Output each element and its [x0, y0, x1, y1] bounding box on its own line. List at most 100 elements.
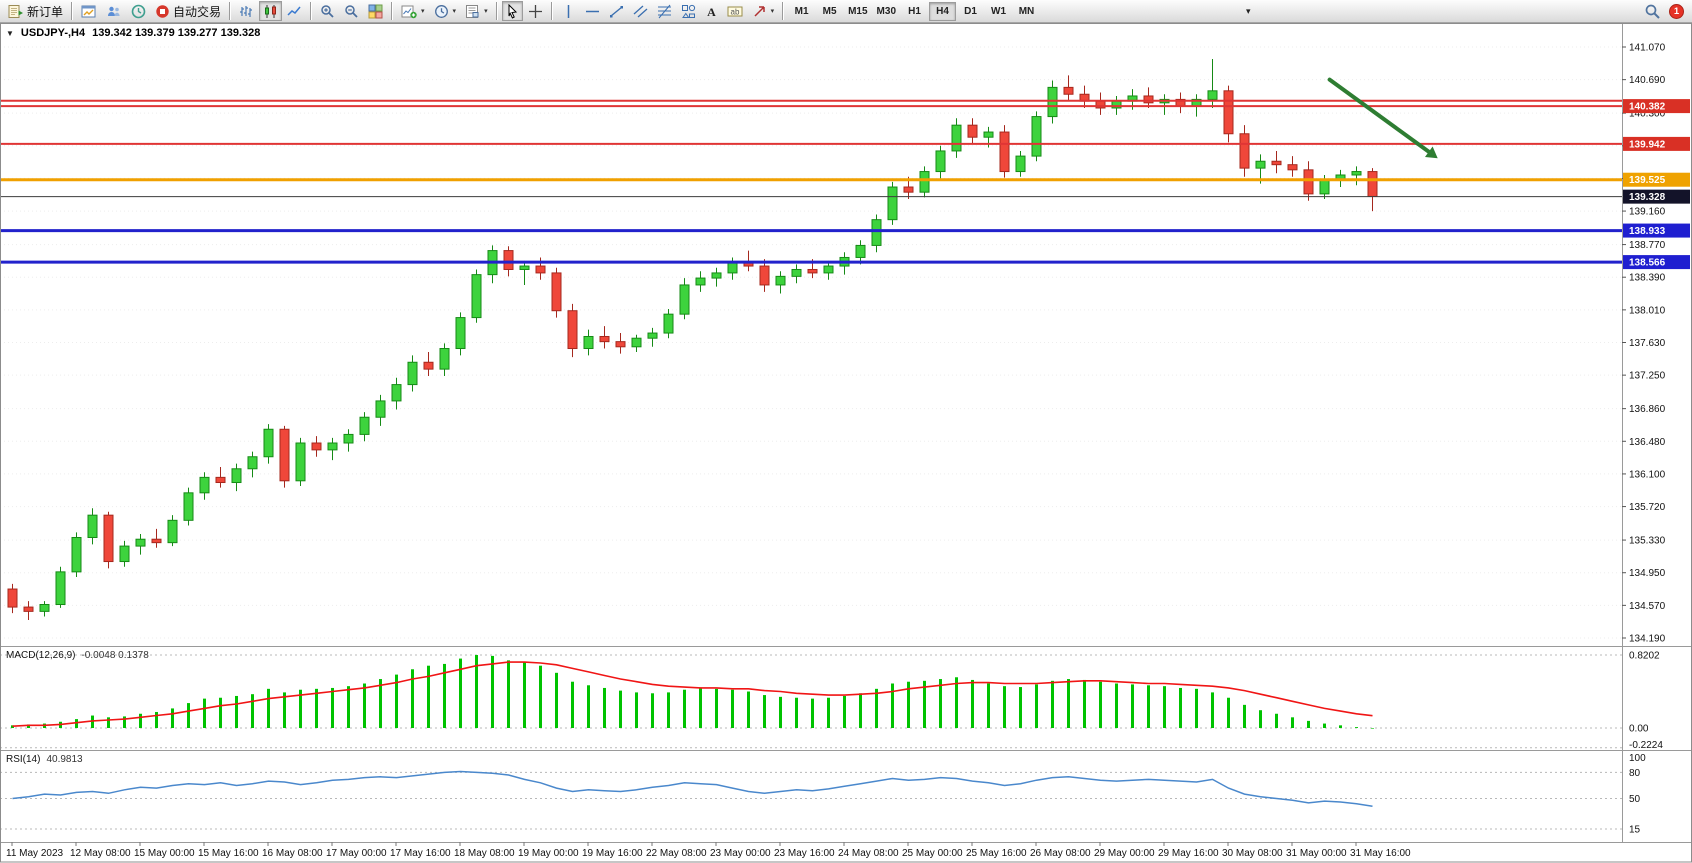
timeframe-W1[interactable]: W1: [985, 2, 1012, 21]
candle-body: [7, 588, 18, 608]
text-label-tool-button[interactable]: ab: [723, 1, 747, 21]
indicators-button[interactable]: ▾: [397, 1, 429, 21]
zoom-in-button[interactable]: [316, 1, 339, 21]
symbol-info: ▼ USDJPY-,H4 139.342 139.379 139.277 139…: [6, 27, 260, 39]
market-watch-button[interactable]: [127, 1, 150, 21]
candle-body: [1063, 86, 1074, 95]
candle-body: [1255, 160, 1266, 169]
candle-body: [1239, 133, 1250, 169]
candle-body: [295, 442, 306, 482]
templates-icon: [466, 4, 479, 18]
candle-body: [263, 428, 274, 458]
profiles-button[interactable]: [102, 1, 126, 21]
cursor-tool-button[interactable]: [501, 1, 523, 21]
macd-histogram-bar: [1195, 688, 1198, 728]
candle-body: [1319, 179, 1330, 195]
macd-panel-label: MACD(12,26,9) -0.0048 0.1378: [6, 650, 149, 661]
candlestick-type-button[interactable]: [259, 1, 283, 21]
timeframe-H1[interactable]: H1: [901, 2, 928, 21]
arrows-tool-button[interactable]: ▾: [748, 1, 779, 21]
candle-body: [1047, 86, 1058, 118]
toolbar-overflow-chevron[interactable]: ▾: [1246, 5, 1251, 16]
new-order-button[interactable]: 新订单: [4, 1, 67, 21]
arrow-object-icon: [754, 5, 765, 17]
candle-body: [999, 131, 1010, 173]
rsi-axis-label: 100: [1629, 753, 1646, 764]
collapse-arrow-icon[interactable]: ▼: [6, 28, 14, 38]
price-axis-label: 134.190: [1629, 634, 1666, 645]
zoom-out-button[interactable]: [340, 1, 363, 21]
macd-histogram-bar: [971, 679, 974, 728]
candle-body: [679, 284, 690, 315]
shapes-tool-button[interactable]: [677, 1, 700, 21]
periods-button[interactable]: ▾: [430, 1, 461, 21]
macd-histogram-bar: [1291, 717, 1294, 728]
timeframe-M5[interactable]: M5: [816, 2, 843, 21]
search-icon[interactable]: [1644, 3, 1661, 20]
time-axis-label: 15 May 16:00: [198, 848, 259, 859]
time-axis-label: 17 May 00:00: [326, 848, 387, 859]
macd-histogram-bar: [795, 697, 798, 728]
timeframe-H4[interactable]: H4: [929, 1, 956, 21]
macd-histogram-bar: [203, 698, 206, 728]
toolbar-separator: [71, 2, 74, 20]
price-axis-label: 140.690: [1629, 75, 1666, 86]
price-axis-label: 137.630: [1629, 338, 1666, 349]
line-chart-type-button[interactable]: [283, 1, 306, 21]
macd-histogram-bar: [235, 695, 238, 728]
price-axis-label: 135.330: [1629, 536, 1666, 547]
fibonacci-tool-button[interactable]: [653, 1, 676, 21]
bar-chart-type-button[interactable]: [235, 1, 258, 21]
candle-body: [1207, 90, 1218, 100]
candle-body: [167, 519, 178, 544]
candle-body: [183, 492, 194, 521]
timeframe-M1[interactable]: M1: [788, 2, 815, 21]
candle-body: [711, 272, 722, 279]
channel-tool-button[interactable]: [629, 1, 652, 21]
text-tool-button[interactable]: A: [701, 1, 722, 21]
templates-button[interactable]: ▾: [461, 1, 492, 21]
macd-histogram-bar: [219, 697, 222, 728]
macd-axis-label: 0.00: [1629, 724, 1649, 735]
macd-histogram-bar: [1227, 697, 1230, 728]
macd-histogram-bar: [715, 688, 718, 728]
auto-trading-button[interactable]: 自动交易: [151, 1, 225, 21]
candlestick-icon: [265, 4, 277, 18]
macd-histogram-bar: [635, 692, 638, 728]
timeframe-M15[interactable]: M15: [844, 2, 871, 21]
bar-chart-icon: [240, 5, 253, 17]
macd-histogram-bar: [171, 708, 174, 728]
time-axis-label: 23 May 16:00: [774, 848, 835, 859]
trendline-tool-button[interactable]: [605, 1, 628, 21]
macd-histogram-bar: [571, 681, 574, 728]
channel-icon: [633, 5, 648, 17]
timeframe-M30[interactable]: M30: [873, 2, 900, 21]
candle-body: [103, 514, 114, 563]
candle-body: [983, 131, 994, 138]
candle-body: [647, 332, 658, 339]
time-axis-label: 22 May 08:00: [646, 848, 707, 859]
macd-histogram-bar: [1339, 725, 1342, 728]
macd-histogram-bar: [1083, 679, 1086, 728]
candle-body: [1367, 171, 1378, 197]
candle-body: [311, 442, 322, 451]
timeframe-MN[interactable]: MN: [1013, 2, 1040, 21]
timeframe-D1[interactable]: D1: [957, 2, 984, 21]
price-axis-label: 136.100: [1629, 469, 1666, 480]
time-axis-label: 18 May 08:00: [454, 848, 515, 859]
candle-body: [455, 317, 466, 350]
tile-windows-button[interactable]: [364, 1, 387, 21]
trend-arrow-head: [1424, 146, 1438, 159]
new-chart-button[interactable]: [77, 1, 101, 21]
macd-histogram-bar: [683, 689, 686, 728]
vertical-line-tool-button[interactable]: [557, 1, 580, 21]
notification-badge[interactable]: 1: [1669, 3, 1684, 19]
toolbar-separator: [310, 2, 313, 20]
horizontal-line-tool-button[interactable]: [581, 1, 604, 21]
price-badge-label: 138.566: [1629, 258, 1666, 269]
indicators-icon: [401, 5, 417, 18]
macd-histogram-bar: [411, 669, 414, 728]
candle-body: [599, 335, 610, 343]
crosshair-tool-button[interactable]: [524, 1, 547, 21]
